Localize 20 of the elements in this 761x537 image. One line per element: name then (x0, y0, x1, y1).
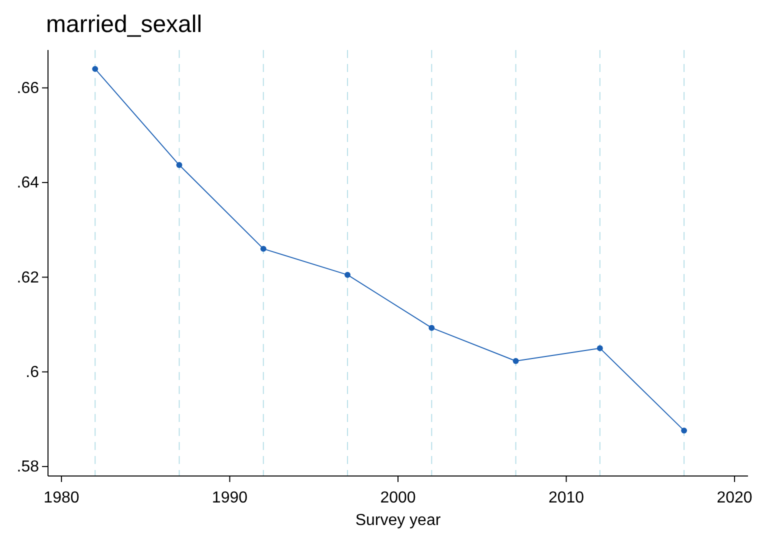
chart-title: married_sexall (46, 11, 202, 38)
x-axis-title: Survey year (355, 512, 442, 529)
y-tick-label: .62 (16, 269, 40, 286)
x-tick-label: 2000 (380, 490, 416, 507)
y-tick-label: .58 (16, 458, 40, 476)
point (344, 272, 351, 278)
point (92, 66, 98, 72)
point (176, 162, 182, 168)
point (512, 358, 519, 364)
x-tick-label: 1980 (44, 490, 80, 507)
y-tick-label: .6 (26, 364, 40, 381)
point (428, 324, 435, 331)
point (596, 345, 603, 352)
x-tick-label: 1990 (212, 490, 248, 507)
y-tick-label: .64 (16, 174, 40, 192)
x-tick-label: 2010 (548, 490, 584, 507)
x-tick-label: 2020 (716, 490, 752, 507)
y-tick-label: .66 (16, 80, 40, 97)
point (681, 428, 688, 434)
point (260, 246, 266, 252)
